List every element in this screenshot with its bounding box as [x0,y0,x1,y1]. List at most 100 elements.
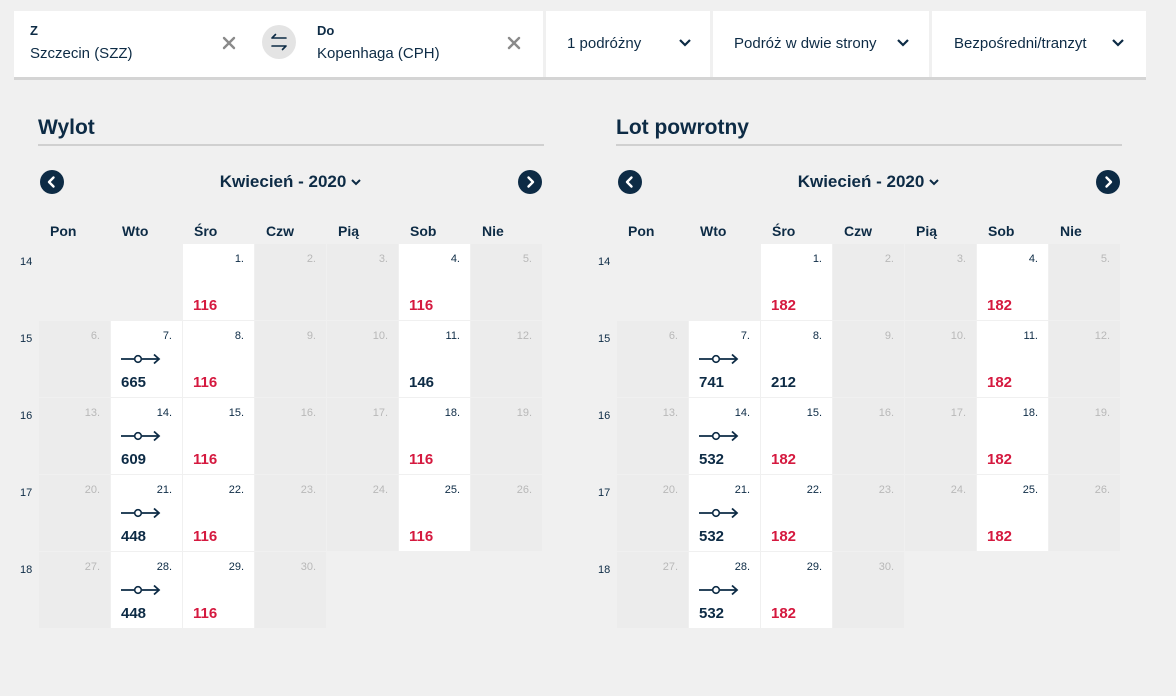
calendar-day[interactable]: 11. 182 [977,321,1048,397]
calendar-day[interactable]: 18. 182 [977,398,1048,474]
calendar-day[interactable]: 28. 448 [111,552,182,628]
day-number: 23. [300,484,316,496]
month-selector[interactable]: Kwiecień - 2020 [38,171,544,192]
day-price: 182 [771,605,797,622]
day-number: 16. [300,407,316,419]
calendar-day[interactable]: 1. 182 [761,244,832,320]
close-icon[interactable] [219,33,239,53]
day-number: 25. [1022,484,1038,496]
next-month-button[interactable] [518,170,542,194]
transfer-stop-icon [699,353,739,365]
close-icon[interactable] [504,33,524,53]
calendar-day[interactable]: 25. 182 [977,475,1048,551]
calendar-day: 20. [617,475,688,551]
calendar-day: 17. [905,398,976,474]
calendar-day[interactable]: 22. 182 [761,475,832,551]
calendar-day[interactable]: 22. 116 [183,475,254,551]
calendar-day[interactable]: 29. 182 [761,552,832,628]
calendar-day: 6. [39,321,110,397]
calendar-day: 3. [905,244,976,320]
trip-type-dropdown[interactable]: Podróż w dwie strony [713,11,929,77]
destination-field[interactable]: Do Kopenhaga (CPH) [301,11,543,77]
calendar-day[interactable]: 21. 532 [689,475,760,551]
day-number: 17. [372,407,388,419]
day-number: 19. [516,407,532,419]
prev-month-button[interactable] [618,170,642,194]
weekday-header: Czw [844,223,872,239]
day-number: 18. [444,407,460,419]
trip-type-value: Podróż w dwie strony [734,35,877,52]
day-price: 182 [987,528,1013,545]
title-divider [38,144,544,146]
calendar-day[interactable]: 8. 116 [183,321,254,397]
calendar-day[interactable]: 1. 116 [183,244,254,320]
week-number: 17 [598,487,611,499]
calendar-day[interactable]: 14. 532 [689,398,760,474]
calendar-day: 9. [833,321,904,397]
calendar-day[interactable]: 29. 116 [183,552,254,628]
calendar-day: 3. [327,244,398,320]
calendar-day[interactable]: 7. 665 [111,321,182,397]
day-number: 15. [806,407,822,419]
day-number: 22. [806,484,822,496]
calendar-day: 16. [833,398,904,474]
chevron-down-icon [929,178,940,185]
calendar-day[interactable]: 21. 448 [111,475,182,551]
calendar-day: 10. [327,321,398,397]
calendar-day[interactable]: 8. 212 [761,321,832,397]
day-number: 7. [740,330,750,342]
day-price: 116 [409,297,434,314]
calendar-day: 30. [833,552,904,628]
weekday-header: Pią [338,223,360,239]
calendar-day: 17. [327,398,398,474]
swap-button[interactable] [262,25,296,59]
day-number: 8. [812,330,822,342]
origin-value[interactable]: Szczecin (SZZ) [30,45,133,62]
day-price: 182 [987,297,1013,314]
calendar-day[interactable]: 25. 116 [399,475,470,551]
day-number: 1. [812,253,822,265]
calendar-day[interactable]: 4. 116 [399,244,470,320]
route-type-dropdown[interactable]: Bezpośredni/tranzyt [932,11,1146,77]
calendar-day[interactable]: 28. 532 [689,552,760,628]
month-label: Kwiecień - 2020 [219,171,347,191]
chevron-down-icon [351,178,362,185]
calendar-day: 24. [327,475,398,551]
day-number: 9. [306,330,316,342]
calendar-day[interactable]: 11. 146 [399,321,470,397]
day-number: 2. [884,253,894,265]
origin-field[interactable]: Z Szczecin (SZZ) [14,11,277,77]
passengers-dropdown[interactable]: 1 podróżny [546,11,710,77]
calendar-day[interactable]: 14. 609 [111,398,182,474]
week-number: 16 [598,410,611,422]
day-number: 24. [372,484,388,496]
day-number: 29. [806,561,822,573]
calendar-day[interactable]: 15. 116 [183,398,254,474]
destination-value[interactable]: Kopenhaga (CPH) [317,45,440,62]
transfer-stop-icon [121,584,161,596]
chevron-right-icon [527,176,535,188]
day-number: 21. [156,484,172,496]
day-number: 26. [1094,484,1110,496]
calendar-day: 13. [617,398,688,474]
chevron-down-icon [679,39,691,47]
transfer-stop-icon [121,353,161,365]
prev-month-button[interactable] [40,170,64,194]
weekday-header: Czw [266,223,294,239]
day-number: 12. [1094,330,1110,342]
week-number: 16 [20,410,33,422]
day-price: 116 [193,451,218,468]
week-number: 15 [598,333,611,345]
day-number: 28. [734,561,750,573]
calendar-day: 24. [905,475,976,551]
calendar-day[interactable]: 7. 741 [689,321,760,397]
next-month-button[interactable] [1096,170,1120,194]
origin-label: Z [30,23,38,38]
month-selector[interactable]: Kwiecień - 2020 [616,171,1122,192]
day-number: 11. [1023,330,1038,342]
calendar-day[interactable]: 18. 116 [399,398,470,474]
divider [929,11,932,77]
day-number: 3. [956,253,966,265]
calendar-day[interactable]: 15. 182 [761,398,832,474]
calendar-day[interactable]: 4. 182 [977,244,1048,320]
